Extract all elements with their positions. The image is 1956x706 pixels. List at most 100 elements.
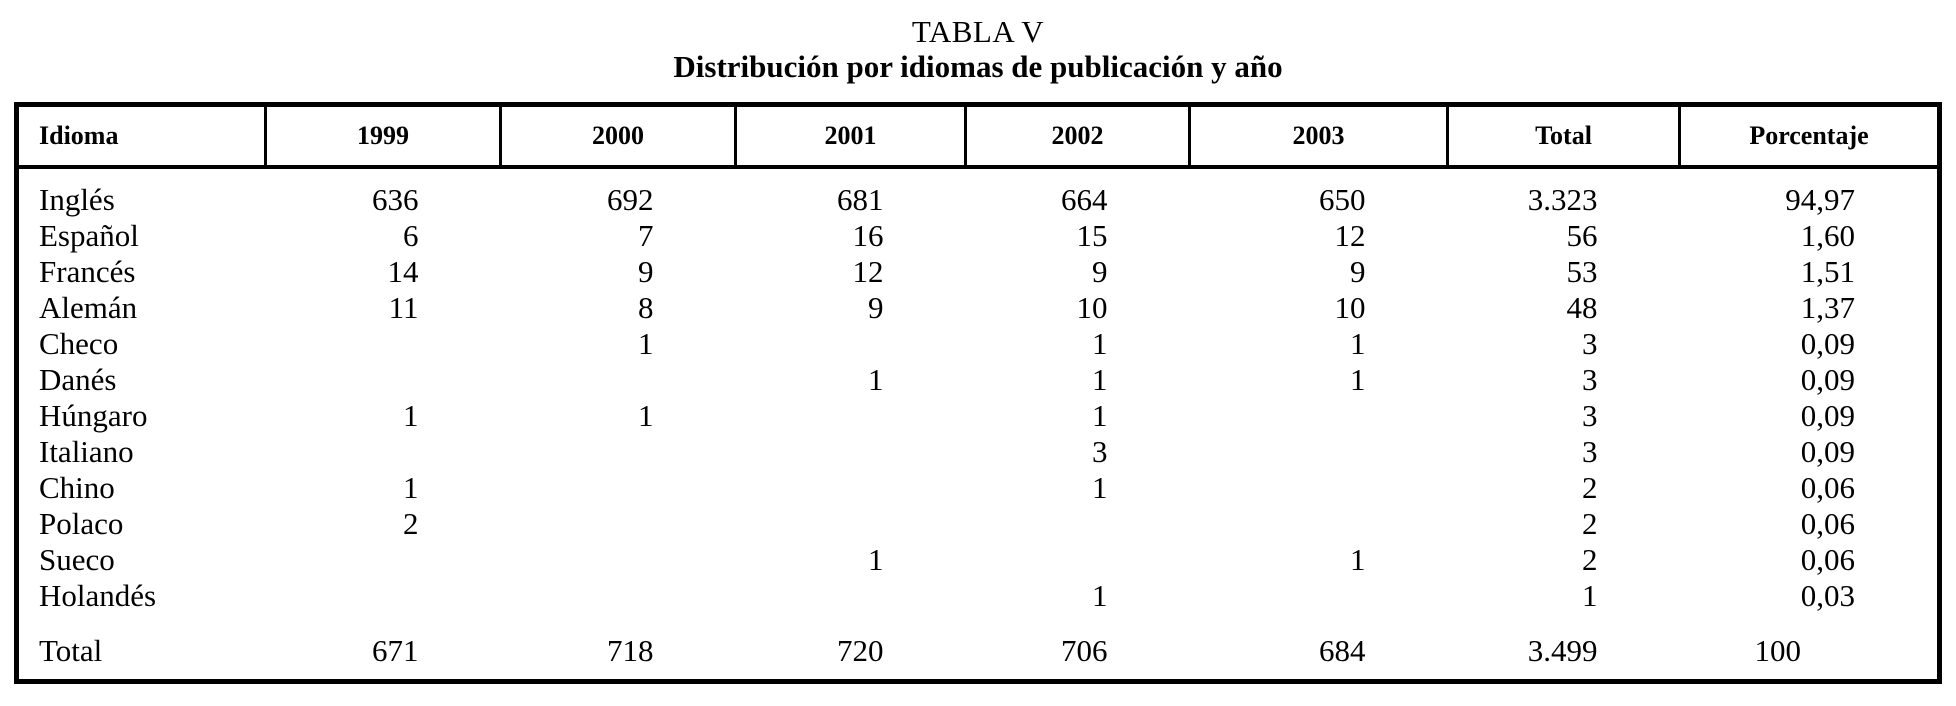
language-cell: Chino <box>39 470 115 505</box>
value-cell: 0,09 <box>1800 362 1855 397</box>
value-cell: 1 <box>638 326 654 361</box>
value-cell <box>736 506 966 542</box>
column-header-2001: 2001 <box>734 104 967 169</box>
value-cell: 100 <box>1754 633 1802 668</box>
value-cell <box>501 506 736 542</box>
value-cell: 3 <box>1582 362 1598 397</box>
value-cell <box>1190 434 1448 470</box>
value-cell <box>501 362 736 398</box>
value-cell: 9 <box>1350 254 1366 289</box>
value-cell: 10 <box>1334 290 1366 325</box>
table-row: Inglés 636 692 681 664 650 3.323 94,97 <box>17 167 1940 218</box>
value-cell: 1 <box>868 362 884 397</box>
value-cell: 48 <box>1566 290 1598 325</box>
value-cell: 6 <box>403 218 419 253</box>
value-cell: 718 <box>607 633 654 668</box>
table-row: Francés 14 9 12 9 9 53 1,51 <box>17 254 1940 290</box>
value-cell <box>266 362 501 398</box>
value-cell: 1 <box>1350 542 1366 577</box>
column-header-1999: 1999 <box>264 104 502 169</box>
value-cell <box>501 434 736 470</box>
column-header-porcentaje: Porcentaje <box>1678 104 1941 169</box>
table-caption: TABLA V Distribución por idiomas de publ… <box>0 0 1956 85</box>
value-cell: 1 <box>868 542 884 577</box>
value-cell: 94,97 <box>1785 182 1855 217</box>
language-cell: Francés <box>39 254 136 289</box>
column-header-total: Total <box>1446 104 1681 169</box>
language-cell: Polaco <box>39 506 124 541</box>
table-row: Holandés 1 1 0,03 <box>17 578 1940 614</box>
table-number: TABLA V <box>911 14 1045 49</box>
value-cell: 1 <box>1092 578 1108 613</box>
table-body: Inglés 636 692 681 664 650 3.323 94,97 Español 6 7… <box>17 167 1940 682</box>
column-header-2003: 2003 <box>1188 104 1449 169</box>
column-header-2002: 2002 <box>964 104 1191 169</box>
value-cell: 3 <box>1582 326 1598 361</box>
value-cell <box>736 434 966 470</box>
language-cell: Total <box>39 633 103 668</box>
value-cell: 8 <box>638 290 654 325</box>
table-row: Italiano 3 3 0,09 <box>17 434 1940 470</box>
value-cell <box>501 470 736 506</box>
value-cell: 1 <box>403 470 419 505</box>
value-cell: 684 <box>1319 633 1366 668</box>
language-cell: Húngaro <box>39 398 148 433</box>
value-cell: 12 <box>852 254 884 289</box>
table-row: Checo 1 1 1 3 0,09 <box>17 326 1940 362</box>
value-cell: 11 <box>388 290 419 325</box>
value-cell <box>1190 398 1448 434</box>
value-cell <box>736 578 966 614</box>
value-cell: 3 <box>1582 434 1598 469</box>
value-cell: 1 <box>638 398 654 433</box>
value-cell: 2 <box>1582 470 1598 505</box>
table-title: Distribución por idiomas de publicación … <box>673 49 1283 84</box>
value-cell: 53 <box>1566 254 1598 289</box>
value-cell: 1 <box>403 398 419 433</box>
value-cell: 0,03 <box>1800 578 1855 613</box>
value-cell <box>736 470 966 506</box>
language-cell: Español <box>39 218 139 253</box>
value-cell: 10 <box>1076 290 1108 325</box>
value-cell: 706 <box>1061 633 1108 668</box>
value-cell: 681 <box>837 182 884 217</box>
value-cell <box>1190 578 1448 614</box>
value-cell <box>266 434 501 470</box>
language-cell: Danés <box>39 362 117 397</box>
value-cell: 3 <box>1092 434 1108 469</box>
language-cell: Alemán <box>39 290 138 325</box>
value-cell <box>1190 506 1448 542</box>
value-cell: 3 <box>1582 398 1598 433</box>
value-cell: 1 <box>1092 326 1108 361</box>
value-cell: 1,37 <box>1800 290 1855 325</box>
value-cell: 720 <box>837 633 884 668</box>
value-cell: 0,06 <box>1800 542 1855 577</box>
value-cell: 671 <box>372 633 419 668</box>
value-cell: 1,51 <box>1800 254 1855 289</box>
value-cell: 2 <box>1582 506 1598 541</box>
value-cell: 692 <box>607 182 654 217</box>
value-cell <box>266 326 501 362</box>
value-cell: 12 <box>1334 218 1366 253</box>
value-cell: 2 <box>1582 542 1598 577</box>
value-cell: 15 <box>1076 218 1108 253</box>
value-cell: 1 <box>1092 398 1108 433</box>
value-cell: 2 <box>403 506 419 541</box>
value-cell: 0,09 <box>1800 398 1855 433</box>
value-cell: 650 <box>1319 182 1366 217</box>
value-cell: 1 <box>1092 470 1108 505</box>
value-cell <box>266 578 501 614</box>
value-cell <box>966 542 1190 578</box>
header-row: Idioma 1999 2000 2001 2002 2003 Total Porcentaj… <box>15 104 1941 169</box>
table-row: Español 6 7 16 15 12 56 1,60 <box>17 218 1940 254</box>
value-cell: 16 <box>852 218 884 253</box>
value-cell: 0,09 <box>1800 434 1855 469</box>
value-cell: 9 <box>638 254 654 289</box>
value-cell: 7 <box>638 218 654 253</box>
value-cell: 9 <box>1092 254 1108 289</box>
language-cell: Checo <box>39 326 119 361</box>
languages-by-year-table: Idioma 1999 2000 2001 2002 2003 Total Porcentaj… <box>14 102 1942 684</box>
value-cell: 3.323 <box>1527 182 1598 217</box>
value-cell <box>501 542 736 578</box>
language-cell: Italiano <box>39 434 134 469</box>
value-cell: 664 <box>1061 182 1108 217</box>
